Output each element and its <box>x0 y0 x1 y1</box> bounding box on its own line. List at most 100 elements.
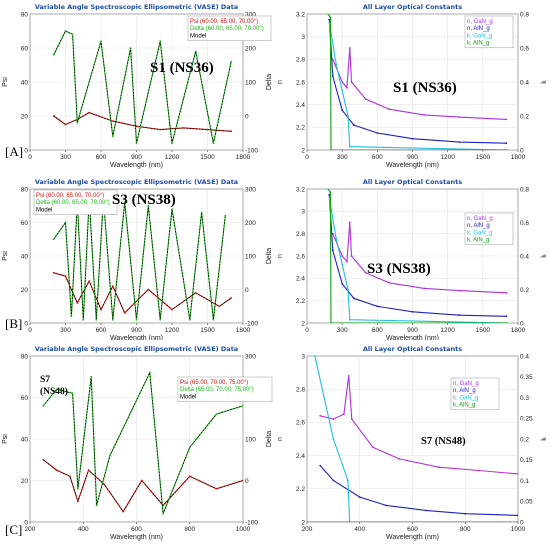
y-tick-label: 0 <box>24 147 28 154</box>
y2-tick-label: 200 <box>245 220 256 227</box>
y-axis-label: n <box>277 437 284 441</box>
y-tick-label: 40 <box>21 436 29 443</box>
data-point <box>200 211 203 214</box>
y-tick-label: 20 <box>21 113 29 120</box>
data-point <box>346 86 348 89</box>
chart-title: All Layer Optical Constants <box>363 178 462 186</box>
data-point <box>329 191 332 194</box>
y2-axis-label: Delta <box>266 248 273 264</box>
y2-tick-label: 0.6 <box>520 45 529 52</box>
data-point <box>353 297 355 300</box>
legend-box <box>464 212 514 246</box>
data-point <box>341 255 344 257</box>
legend-entry: k, GaN_g <box>467 230 492 236</box>
y2-tick-label: 300 <box>245 186 256 193</box>
series-line-0 <box>332 222 507 294</box>
data-point <box>64 275 67 277</box>
chart-b-right: All Layer Optical Constants 0 300 600 900 120… <box>277 178 548 340</box>
data-point <box>76 121 79 124</box>
data-point <box>111 318 114 321</box>
x-axis-label: Wavelength (nm) <box>110 335 163 340</box>
data-point <box>215 413 218 415</box>
x-tick-label: 300 <box>337 327 348 334</box>
legend-box <box>464 15 514 49</box>
y-tick-label: 2.6 <box>296 79 305 86</box>
sample-annotation: S7 (NS48) <box>421 436 466 447</box>
x-axis-label: Wavelength (nm) <box>386 335 439 340</box>
y-tick-label: 60 <box>21 395 29 402</box>
data-point <box>364 271 367 274</box>
data-point <box>329 16 332 19</box>
x-tick-label: 0 <box>28 327 32 334</box>
data-point <box>376 132 379 134</box>
x-tick-label: 1000 <box>236 526 251 533</box>
data-point <box>353 124 355 126</box>
legend-entry: Psi (65.00, 70.00, 75.00°) <box>180 380 248 386</box>
legend-entry: Delta (60.00, 65.00, 70.00°) <box>190 26 264 32</box>
chart-title: Variable Angle Spectroscopic Ellipsometr… <box>35 178 238 186</box>
data-point <box>438 466 440 469</box>
x-tick-label: 900 <box>407 327 418 334</box>
x-tick-label: 1800 <box>511 154 526 161</box>
y-axis-label: Psi <box>2 434 9 444</box>
data-point <box>314 356 316 357</box>
x-tick-label: 1000 <box>511 526 526 533</box>
data-point <box>100 308 102 311</box>
data-point <box>341 283 344 285</box>
data-point <box>332 438 335 440</box>
x-tick-label: 1500 <box>476 154 491 161</box>
series-line-1 <box>328 19 507 144</box>
y2-tick-label: 0.25 <box>520 416 533 423</box>
data-point <box>111 135 114 138</box>
y2-tick-label: 0.8 <box>520 11 529 18</box>
legend-entry: Model <box>180 394 196 400</box>
series-line-2 <box>328 197 507 323</box>
data-point <box>398 458 401 460</box>
data-point <box>52 271 55 274</box>
data-point <box>388 281 390 284</box>
data-point <box>328 193 331 196</box>
y2-tick-label: 100 <box>245 79 256 86</box>
data-point <box>341 263 344 266</box>
data-point <box>307 521 308 522</box>
y2-tick-label: 300 <box>245 11 256 18</box>
y-axis-label: n <box>277 80 284 84</box>
x-tick-label: 800 <box>460 526 471 533</box>
panel-label-b: [B] <box>5 316 23 331</box>
y2-tick-label: 100 <box>245 253 256 260</box>
data-point <box>42 404 45 407</box>
y2-tick-label: 0.1 <box>520 478 529 485</box>
data-point <box>64 123 67 126</box>
data-point <box>458 116 461 118</box>
data-point <box>70 315 73 318</box>
data-point <box>458 141 461 144</box>
model-line-0 <box>53 112 232 132</box>
data-point <box>388 108 390 111</box>
y-tick-label: 40 <box>21 79 29 86</box>
x-tick-label: 600 <box>96 154 107 161</box>
y-tick-label: 3.2 <box>296 186 305 193</box>
data-point <box>77 487 79 490</box>
chart-a-left: Variable Angle Spectroscopic Ellipsometr… <box>2 3 273 169</box>
y-tick-label: 2.4 <box>296 276 305 283</box>
x-tick-label: 1800 <box>236 154 251 161</box>
data-point <box>215 487 218 490</box>
x-tick-label: 300 <box>60 154 71 161</box>
x-tick-label: 0 <box>305 154 309 161</box>
y-tick-label: 20 <box>21 478 29 485</box>
y2-tick-label: 0.4 <box>520 79 529 86</box>
data-point <box>341 81 344 83</box>
data-point <box>347 288 349 291</box>
x-axis-label: Wavelength (nm) <box>110 162 163 169</box>
data-point <box>123 312 126 314</box>
data-point <box>458 289 461 292</box>
data-point <box>505 118 508 121</box>
data-point <box>77 500 79 503</box>
data-point <box>347 375 350 377</box>
data-point <box>385 504 387 507</box>
legend-entry: Model <box>36 207 52 213</box>
data-point <box>331 58 334 61</box>
y-axis-label: Psi <box>2 77 9 87</box>
data-point <box>71 33 74 36</box>
y-tick-label: 2.8 <box>296 231 305 238</box>
